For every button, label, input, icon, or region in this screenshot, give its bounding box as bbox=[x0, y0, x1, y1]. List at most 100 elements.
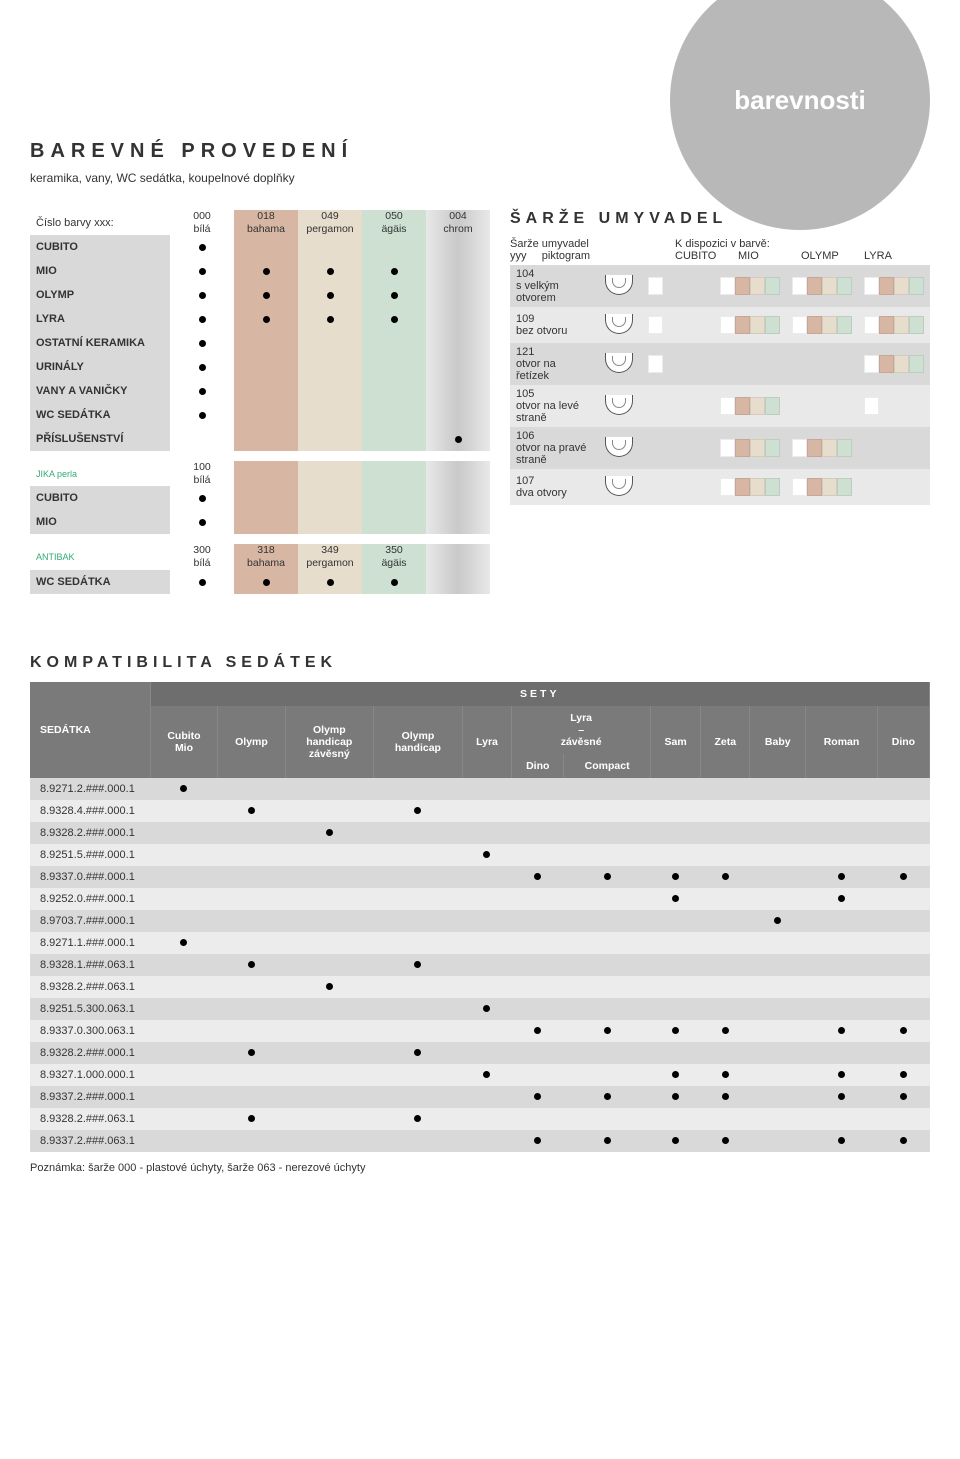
dot-icon bbox=[391, 292, 398, 299]
page-title: BAREVNÉ PROVEDENÍ bbox=[30, 140, 930, 163]
swatch bbox=[909, 277, 924, 295]
dot-icon bbox=[414, 961, 421, 968]
swatch bbox=[648, 316, 663, 334]
swatch bbox=[765, 439, 780, 457]
color-row-label: LYRA bbox=[30, 307, 170, 331]
color-col-header: 300bílá bbox=[170, 544, 234, 569]
dot-icon bbox=[391, 316, 398, 323]
swatch bbox=[792, 439, 807, 457]
dot-icon bbox=[199, 412, 206, 419]
swatch bbox=[735, 397, 750, 415]
compat-col-header: Olymp bbox=[218, 706, 285, 778]
swatch bbox=[879, 277, 894, 295]
swatch bbox=[720, 478, 735, 496]
compat-row-label: 8.9328.2.###.063.1 bbox=[30, 1108, 150, 1130]
swatch bbox=[750, 277, 765, 295]
dot-icon bbox=[199, 364, 206, 371]
dot-icon bbox=[263, 579, 270, 586]
color-col-header: 100bílá bbox=[170, 461, 234, 486]
dot-icon bbox=[483, 1071, 490, 1078]
color-matrix: Číslo barvy xxx:000bílá018bahama049perga… bbox=[30, 210, 490, 594]
swatch bbox=[894, 355, 909, 373]
swatch bbox=[822, 277, 837, 295]
dot-icon bbox=[414, 1049, 421, 1056]
dot-icon bbox=[534, 1093, 541, 1100]
compat-header-left: SEDÁTKA bbox=[30, 682, 150, 778]
color-row-label: MIO bbox=[30, 510, 170, 534]
dot-icon bbox=[604, 1093, 611, 1100]
batch-title: ŠARŽE UMYVADEL bbox=[510, 210, 930, 228]
swatch bbox=[720, 277, 735, 295]
dot-icon bbox=[199, 579, 206, 586]
color-row-label: OSTATNÍ KERAMIKA bbox=[30, 331, 170, 355]
dot-icon bbox=[414, 807, 421, 814]
color-row-label: MIO bbox=[30, 259, 170, 283]
dot-icon bbox=[838, 873, 845, 880]
dot-icon bbox=[327, 579, 334, 586]
basin-icon bbox=[605, 476, 633, 496]
dot-icon bbox=[483, 1005, 490, 1012]
batch-row-label: 104s velkým otvorem bbox=[510, 265, 597, 307]
color-col-header: 349pergamon bbox=[298, 544, 362, 569]
dot-icon bbox=[672, 873, 679, 880]
swatch bbox=[909, 316, 924, 334]
swatch bbox=[864, 277, 879, 295]
dot-icon bbox=[199, 268, 206, 275]
dot-icon bbox=[722, 1137, 729, 1144]
swatch bbox=[894, 277, 909, 295]
dot-icon bbox=[391, 268, 398, 275]
swatch bbox=[765, 478, 780, 496]
dot-icon bbox=[199, 388, 206, 395]
color-row-label: WC SEDÁTKA bbox=[30, 403, 170, 427]
dot-icon bbox=[199, 292, 206, 299]
dot-icon bbox=[838, 1137, 845, 1144]
swatch bbox=[735, 478, 750, 496]
dot-icon bbox=[774, 917, 781, 924]
dot-icon bbox=[248, 807, 255, 814]
swatch bbox=[822, 439, 837, 457]
compat-row-label: 8.9328.2.###.000.1 bbox=[30, 822, 150, 844]
basin-icon bbox=[605, 314, 633, 334]
compat-title: KOMPATIBILITA SEDÁTEK bbox=[30, 654, 930, 672]
basin-icon bbox=[605, 353, 633, 373]
swatch bbox=[720, 439, 735, 457]
swatch bbox=[765, 277, 780, 295]
swatch bbox=[765, 316, 780, 334]
dot-icon bbox=[900, 1137, 907, 1144]
dot-icon bbox=[483, 851, 490, 858]
batch-brand-header: LYRA bbox=[864, 250, 927, 262]
batch-row-label: 106otvor na pravé straně bbox=[510, 427, 597, 469]
compat-subcol-header: Compact bbox=[564, 754, 651, 778]
swatch bbox=[792, 277, 807, 295]
compat-row-label: 8.9327.1.000.000.1 bbox=[30, 1064, 150, 1086]
color-row-label: URINÁLY bbox=[30, 355, 170, 379]
brand-logo-cell: ANTIBAK bbox=[30, 544, 170, 569]
dot-icon bbox=[414, 1115, 421, 1122]
dot-icon bbox=[327, 292, 334, 299]
dot-icon bbox=[722, 1071, 729, 1078]
compat-subcol-header: Dino bbox=[512, 754, 564, 778]
swatch bbox=[894, 316, 909, 334]
swatch bbox=[864, 316, 879, 334]
dot-icon bbox=[534, 1137, 541, 1144]
color-row-label: VANY A VANIČKY bbox=[30, 379, 170, 403]
dot-icon bbox=[534, 873, 541, 880]
dot-icon bbox=[900, 873, 907, 880]
compat-col-header: Roman bbox=[806, 706, 878, 778]
swatch bbox=[909, 355, 924, 373]
color-row-label: WC SEDÁTKA bbox=[30, 570, 170, 594]
compat-row-label: 8.9271.2.###.000.1 bbox=[30, 778, 150, 800]
dot-icon bbox=[391, 579, 398, 586]
compat-row-label: 8.9703.7.###.000.1 bbox=[30, 910, 150, 932]
dot-icon bbox=[604, 1027, 611, 1034]
compat-col-header: Sam bbox=[651, 706, 701, 778]
swatch bbox=[750, 439, 765, 457]
compat-row-label: 8.9337.0.###.000.1 bbox=[30, 866, 150, 888]
swatch bbox=[822, 316, 837, 334]
dot-icon bbox=[248, 1115, 255, 1122]
compat-col-header: Olymphandicap bbox=[374, 706, 463, 778]
color-col-header: 049pergamon bbox=[298, 210, 362, 235]
dot-icon bbox=[838, 1071, 845, 1078]
batch-head-l2: yyy piktogram bbox=[510, 250, 675, 262]
compat-col-header: Olymphandicapzávěsný bbox=[285, 706, 374, 778]
